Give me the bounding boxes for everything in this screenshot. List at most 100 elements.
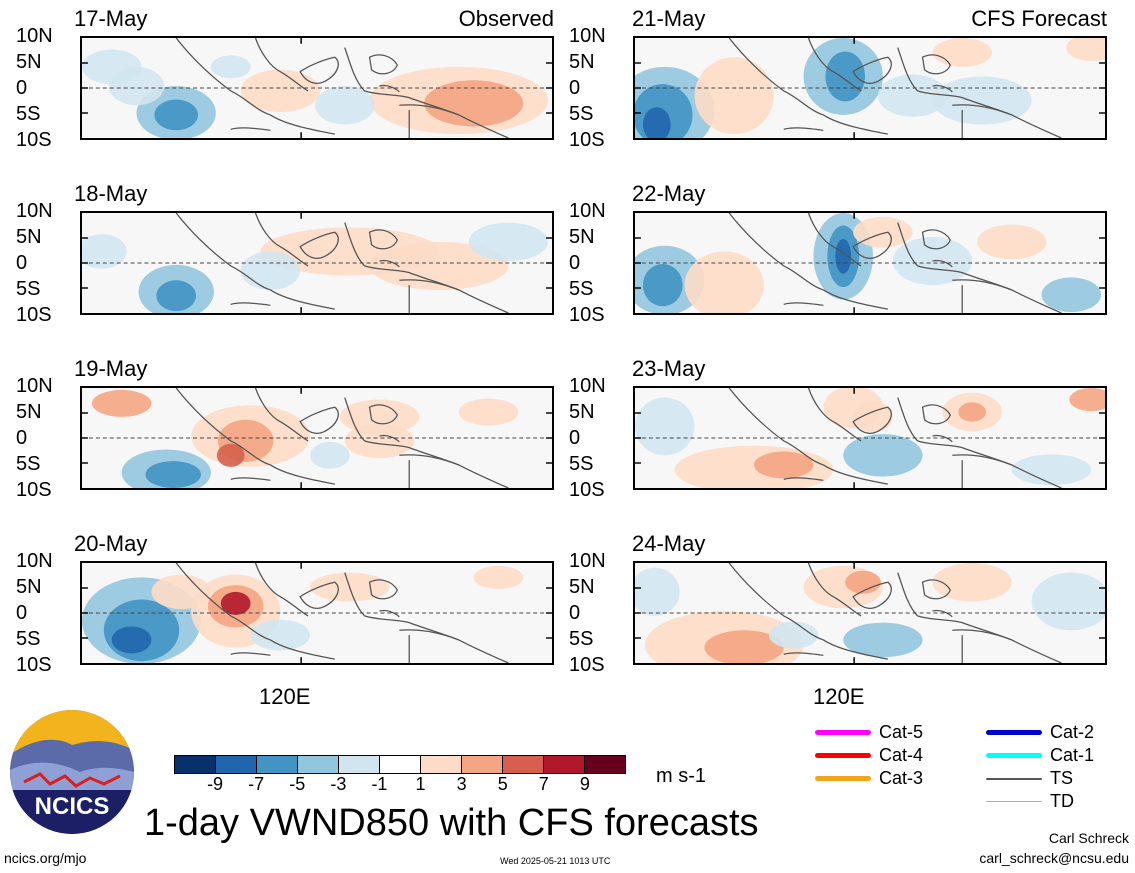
coastline <box>368 54 399 75</box>
latitude-tick-label: 10S <box>569 654 605 676</box>
legend-label: TD <box>1050 791 1074 811</box>
latitude-tick-label: 0 <box>569 77 581 99</box>
coastlines <box>175 563 509 663</box>
coastlines <box>728 213 1062 313</box>
coastline <box>952 279 1013 291</box>
wind-anomaly-contours <box>82 565 524 663</box>
latitude-tick-label: 5N <box>569 401 595 423</box>
logo-text: NCICS <box>35 793 110 820</box>
wind-anomaly-contour <box>210 55 251 79</box>
latitude-tick-label: 5N <box>569 226 595 248</box>
coastline <box>807 213 862 267</box>
latitude-tick-label: 0 <box>569 427 581 449</box>
wind-anomaly-contour <box>369 241 509 290</box>
logo-graphic: NCICS <box>10 710 134 834</box>
legend-entry: Cat-5 <box>815 721 923 744</box>
coastline <box>344 397 509 488</box>
latitude-tick-label: 10N <box>16 375 53 397</box>
coastline <box>254 213 309 267</box>
footer-url[interactable]: ncics.org/mjo <box>4 850 87 866</box>
latitude-tick-label: 10N <box>569 200 606 222</box>
coastline <box>175 213 335 310</box>
colorbar-tick-label: -1 <box>371 774 388 794</box>
wind-anomaly-contour <box>240 251 301 290</box>
latitude-tick-label: 10S <box>16 654 52 676</box>
wind-anomaly-contour <box>458 398 519 426</box>
coastline <box>299 581 339 609</box>
wind-anomaly-contour <box>932 38 992 67</box>
wind-anomaly-contour <box>156 280 197 312</box>
wind-anomaly-contour <box>642 107 671 138</box>
wind-anomaly-contour <box>1031 572 1105 631</box>
colorbar-swatch <box>216 756 257 773</box>
coastline <box>897 572 1062 663</box>
wind-anomaly-contour <box>91 389 152 417</box>
wind-anomaly-contour <box>339 399 420 435</box>
colorbar-swatch <box>339 756 380 773</box>
wind-anomaly-contour <box>853 216 913 248</box>
legend-label: Cat-4 <box>879 745 924 765</box>
panel-date-label: 19-May <box>74 356 148 381</box>
wind-anomaly-contour <box>694 57 774 135</box>
latitude-tick-label: 0 <box>16 602 28 624</box>
latitude-tick-label: 5S <box>16 278 41 300</box>
wind-anomaly-contour <box>843 622 923 658</box>
wind-anomaly-contour <box>315 86 375 125</box>
legend-entry: Cat-3 <box>815 767 923 790</box>
footer-email[interactable]: carl_schreck@ncsu.edu <box>979 850 1129 866</box>
wind-anomaly-contour <box>642 263 683 307</box>
map-panel <box>633 561 1107 665</box>
coastline <box>952 629 1013 641</box>
panel-date-label: 20-May <box>74 531 148 556</box>
coastline <box>299 56 339 84</box>
coastline <box>932 84 953 93</box>
coastline <box>852 56 892 84</box>
coastlines <box>728 563 1062 663</box>
latitude-tick-label: 5S <box>569 453 594 475</box>
panel-date-label: 18-May <box>74 181 148 206</box>
coastline <box>230 127 271 131</box>
coastline <box>379 434 400 443</box>
colorbar-swatch <box>503 756 544 773</box>
latitude-tick-label: 10N <box>16 200 53 222</box>
wind-anomaly-contour <box>635 397 695 456</box>
coastline <box>932 609 953 618</box>
coastlines <box>175 388 509 488</box>
longitude-tick-label: 120E <box>813 684 865 709</box>
coastline <box>368 229 399 250</box>
colorbar-tick-label: -7 <box>248 774 265 794</box>
legend-line-swatch <box>815 776 871 781</box>
wind-anomaly-contour <box>635 567 680 616</box>
legend-line-swatch <box>986 753 1042 758</box>
wind-anomaly-contour <box>310 441 350 469</box>
map-panel <box>633 36 1107 140</box>
wind-anomaly-contour <box>240 69 320 113</box>
logo-trend-line <box>23 772 121 788</box>
legend-line-swatch <box>815 753 871 758</box>
wind-anomaly-contour <box>825 51 866 102</box>
coastline <box>852 406 892 434</box>
wind-anomaly-contour <box>344 423 415 459</box>
wind-anomaly-contour <box>1069 388 1105 412</box>
latitude-tick-label: 10S <box>16 479 52 501</box>
legend-line-swatch <box>986 730 1042 735</box>
wind-anomaly-contour <box>932 563 1012 602</box>
coastlines <box>175 213 509 313</box>
coastline <box>379 84 400 93</box>
wind-anomaly-contour <box>468 222 549 262</box>
legend-label: TS <box>1050 768 1074 788</box>
latitude-tick-label: 5S <box>569 278 594 300</box>
panel-date-label: 24-May <box>632 531 706 556</box>
wind-anomaly-contours <box>91 389 519 488</box>
latitude-tick-label: 5N <box>16 401 42 423</box>
colorbar-units-label: m s-1 <box>656 765 706 787</box>
map-panel <box>633 386 1107 490</box>
coastline <box>299 406 339 434</box>
colorbar-swatch <box>462 756 503 773</box>
wind-anomaly-contour <box>843 434 923 477</box>
coastline <box>783 477 824 481</box>
coastline <box>379 609 400 618</box>
coastline <box>175 388 335 485</box>
latitude-tick-label: 0 <box>569 602 581 624</box>
wind-anomaly-contour <box>958 402 987 422</box>
